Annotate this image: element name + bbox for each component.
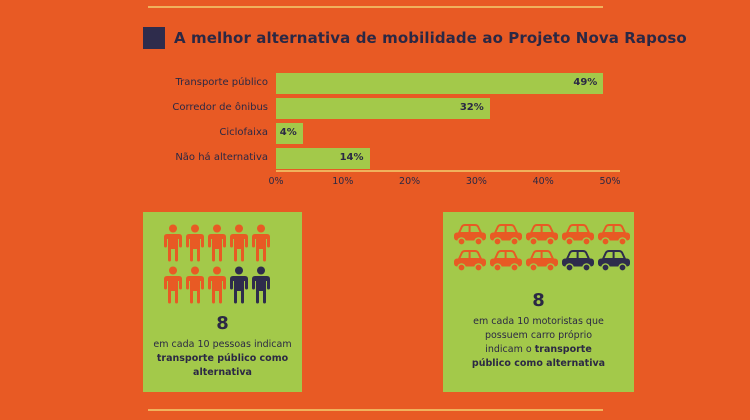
car-icon xyxy=(453,224,489,246)
person-icon xyxy=(163,266,185,304)
people-card: 8 em cada 10 pessoas indicam transporte … xyxy=(143,212,302,392)
cars-stat-line2: possuem carro próprio xyxy=(484,330,593,341)
cars-stat-line3-prefix: indicam o xyxy=(485,344,532,355)
car-icon xyxy=(561,250,597,272)
category-label: Ciclofaixa xyxy=(219,127,268,138)
category-label: Corredor de ônibus xyxy=(172,102,268,113)
cars-stat-text: em cada 10 motoristas que possuem carro … xyxy=(443,315,634,371)
cars-icon-grid xyxy=(453,224,633,272)
bar-value-label: 14% xyxy=(339,152,364,163)
bar-chart: Transporte público 49% Corredor de ônibus 3… xyxy=(0,0,750,200)
x-tick-label: 20% xyxy=(399,176,421,187)
cars-card: 8 em cada 10 motoristas que possuem carr… xyxy=(443,212,634,392)
person-icon xyxy=(229,266,251,304)
car-icon xyxy=(597,224,633,246)
cars-stat-bold2: público como alternativa xyxy=(471,358,606,369)
top-divider xyxy=(148,6,603,8)
bar-value-label: 32% xyxy=(459,102,484,113)
bar xyxy=(276,98,490,119)
bar-value-label: 49% xyxy=(573,77,598,88)
people-icon-grid xyxy=(163,224,273,304)
people-stat-number: 8 xyxy=(216,313,229,334)
people-stat-line1: em cada 10 pessoas indicam xyxy=(153,339,292,350)
people-stat-bold1: transporte público como xyxy=(156,353,289,364)
car-icon xyxy=(525,250,561,272)
person-icon xyxy=(185,224,207,262)
people-stat-bold2: alternativa xyxy=(193,367,252,378)
cars-stat-line1: em cada 10 motoristas que xyxy=(473,316,604,327)
category-label: Transporte público xyxy=(175,77,268,88)
x-tick-label: 30% xyxy=(465,176,487,187)
person-icon xyxy=(229,224,251,262)
car-icon xyxy=(489,250,525,272)
person-icon xyxy=(163,224,185,262)
bar xyxy=(276,148,370,169)
bar xyxy=(276,123,303,144)
people-stat-text: em cada 10 pessoas indicam transporte pú… xyxy=(143,338,302,380)
person-icon xyxy=(185,266,207,304)
car-icon xyxy=(525,224,561,246)
car-icon xyxy=(453,250,489,272)
x-axis-line xyxy=(276,170,620,172)
cars-stat-bold1: transporte xyxy=(534,344,592,355)
car-icon xyxy=(597,250,633,272)
x-tick-label: 50% xyxy=(599,176,621,187)
x-tick-label: 40% xyxy=(532,176,554,187)
bottom-divider xyxy=(148,409,603,411)
title-square-marker xyxy=(143,27,165,49)
person-icon xyxy=(207,266,229,304)
car-icon xyxy=(489,224,525,246)
person-icon xyxy=(207,224,229,262)
x-tick-label: 10% xyxy=(332,176,354,187)
bar xyxy=(276,73,604,94)
person-icon xyxy=(251,266,273,304)
car-icon xyxy=(561,224,597,246)
x-tick-label: 0% xyxy=(268,176,284,187)
category-label: Não há alternativa xyxy=(175,152,268,163)
chart-header: A melhor alternativa de mobilidade ao Pr… xyxy=(143,27,687,49)
bar-value-label: 4% xyxy=(279,127,297,138)
person-icon xyxy=(251,224,273,262)
chart-title: A melhor alternativa de mobilidade ao Pr… xyxy=(174,29,687,47)
cars-stat-number: 8 xyxy=(532,290,545,311)
